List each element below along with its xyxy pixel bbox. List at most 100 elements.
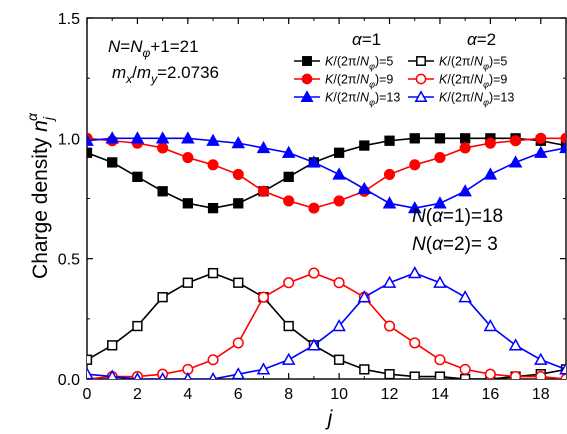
legend: α=1 α=2 K/(2π/Nφ)=5K/(2π/Nφ)=9K/(2π/Nφ)=… — [294, 30, 514, 108]
data-point — [209, 371, 217, 379]
data-point — [231, 367, 245, 379]
data-point — [133, 371, 142, 379]
legend-entry-2: K/(2π/Nφ)=9 — [294, 73, 393, 90]
data-point — [130, 131, 145, 144]
legend-entry-6: K/(2π/Nφ)=13 — [408, 90, 514, 108]
data-point — [155, 131, 170, 144]
data-point — [333, 354, 345, 365]
data-point — [384, 369, 395, 379]
data-point — [559, 140, 566, 154]
data-point — [459, 142, 471, 154]
series-6 — [87, 266, 566, 379]
data-point — [508, 338, 523, 351]
data-point — [409, 159, 421, 171]
axes: 0 2 4 6 8 10 12 14 16 18 0.0 0.5 1.0 1.5 — [58, 11, 567, 403]
data-point — [433, 275, 447, 288]
data-point — [157, 186, 168, 197]
annotation-n-alpha1: N(α=1)=18 — [412, 206, 503, 227]
data-point — [257, 185, 270, 197]
legend-marker — [415, 73, 427, 85]
legend-marker — [301, 73, 313, 85]
x-tick-label: 2 — [133, 386, 142, 403]
data-point — [559, 362, 566, 375]
data-point — [308, 267, 320, 279]
data-point — [206, 133, 220, 146]
data-point — [107, 340, 118, 351]
data-point — [508, 155, 523, 168]
x-tick-label: 10 — [330, 386, 348, 403]
annotation-mass-ratio: mx/my=2.0736 — [112, 63, 219, 86]
data-point — [560, 132, 566, 144]
legend-label: K/(2π/Nφ)=9 — [325, 73, 393, 90]
data-point — [87, 147, 93, 158]
data-point — [383, 320, 396, 332]
y-axis-title-superscript: α — [24, 112, 40, 121]
data-point — [560, 373, 566, 379]
x-tick-label: 16 — [481, 386, 499, 403]
annotation-n-alpha2: N(α=2)= 3 — [412, 234, 498, 255]
legend-entry-1: K/(2π/Nφ)=5 — [294, 55, 393, 72]
data-point — [283, 277, 295, 289]
data-point — [359, 140, 370, 151]
data-point — [132, 171, 143, 182]
legend-label: K/(2π/Nφ)=13 — [439, 91, 514, 108]
data-point — [460, 133, 471, 144]
data-point — [382, 275, 397, 288]
data-point — [434, 354, 446, 366]
data-point — [232, 337, 244, 349]
data-point — [484, 368, 496, 379]
data-point — [87, 354, 93, 365]
x-axis-title: j — [325, 407, 334, 430]
data-point — [157, 292, 168, 303]
data-point — [182, 152, 194, 164]
data-point — [407, 266, 422, 279]
data-point — [256, 140, 271, 154]
data-point — [281, 352, 296, 365]
y-axis-title: Charge density njα — [24, 112, 56, 279]
data-point — [409, 337, 421, 349]
legend-label: K/(2π/Nφ)=9 — [439, 73, 507, 90]
data-point — [158, 371, 167, 379]
data-point — [460, 373, 471, 379]
y-axis-title-main: Charge density — [29, 132, 52, 279]
series-4 — [87, 267, 566, 379]
data-point — [181, 131, 195, 144]
data-point — [281, 145, 296, 158]
data-point — [183, 371, 192, 379]
y-axis-title-subscript: j — [40, 116, 56, 122]
legend-entry-3: K/(2π/Nφ)=13 — [294, 90, 400, 108]
data-point — [308, 202, 320, 214]
legend-marker — [300, 90, 314, 102]
data-point — [233, 198, 244, 209]
legend-label: K/(2π/Nφ)=5 — [439, 55, 507, 72]
data-point — [535, 132, 547, 144]
x-tick-label: 0 — [83, 386, 92, 403]
data-point — [283, 195, 295, 207]
data-point — [510, 371, 522, 379]
data-point — [105, 131, 119, 144]
x-tick-label: 18 — [532, 386, 550, 403]
data-point — [207, 354, 219, 366]
data-point — [231, 136, 246, 149]
data-point — [333, 277, 345, 289]
legend-entry-5: K/(2π/Nφ)=9 — [408, 73, 507, 90]
annotation-n: N=Nφ+1=21 — [108, 37, 199, 60]
data-point — [484, 137, 496, 149]
data-point — [409, 371, 420, 379]
series-layer — [87, 131, 566, 379]
y-tick-label: 0.0 — [58, 372, 80, 389]
legend-marker — [416, 56, 426, 66]
data-point — [383, 168, 396, 180]
data-point — [535, 371, 547, 379]
data-point — [132, 320, 143, 332]
data-point — [207, 267, 219, 279]
data-point — [434, 133, 446, 144]
y-tick-label: 1.5 — [58, 11, 80, 28]
legend-entry-4: K/(2π/Nφ)=5 — [408, 55, 507, 72]
data-point — [207, 159, 219, 171]
data-point — [434, 371, 446, 379]
data-point — [87, 367, 94, 379]
data-point — [333, 195, 345, 207]
data-point — [332, 319, 346, 332]
data-point — [207, 202, 219, 214]
